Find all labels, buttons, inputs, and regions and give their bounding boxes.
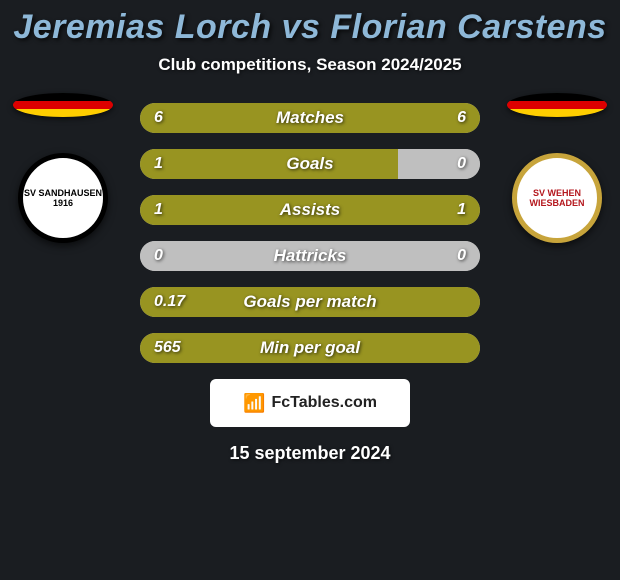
stat-label: Hattricks [274,246,347,266]
stat-value-right: 6 [457,109,466,127]
club-crest-left: SV SANDHAUSEN 1916 [18,153,108,243]
club-crest-right: SV WEHEN WIESBADEN [512,153,602,243]
comparison-title: Jeremias Lorch vs Florian Carstens [0,8,620,47]
club-crest-left-label: SV SANDHAUSEN 1916 [23,188,103,208]
stat-value-left: 0.17 [154,293,185,311]
stat-bars: 6 Matches 6 1 Goals 0 1 Assists 1 0 Hattricks 0 0.17… [140,103,480,363]
stat-value-left: 1 [154,201,163,219]
stat-row: 1 Assists 1 [140,195,480,225]
player-left-column: SV SANDHAUSEN 1916 [8,93,118,243]
stat-label: Goals [286,154,333,174]
stat-value-right: 0 [457,155,466,173]
stat-value-right: 0 [457,247,466,265]
stats-zone: SV SANDHAUSEN 1916 SV WEHEN WIESBADEN 6 M… [0,103,620,363]
snapshot-date: 15 september 2024 [0,443,620,464]
stat-value-right: 1 [457,201,466,219]
comparison-subtitle: Club competitions, Season 2024/2025 [0,55,620,75]
germany-flag-icon [507,93,607,117]
brand-text: FcTables.com [271,394,377,412]
stat-label: Matches [276,108,344,128]
brand-badge: 📶 FcTables.com [210,379,410,427]
stat-value-left: 0 [154,247,163,265]
player-right-column: SV WEHEN WIESBADEN [502,93,612,243]
stat-row: 565 Min per goal [140,333,480,363]
stat-row: 0.17 Goals per match [140,287,480,317]
stat-label: Goals per match [243,292,376,312]
stat-row: 1 Goals 0 [140,149,480,179]
stat-value-left: 565 [154,339,181,357]
stat-row: 0 Hattricks 0 [140,241,480,271]
club-crest-right-label: SV WEHEN WIESBADEN [517,188,597,208]
bar-chart-icon: 📶 [243,394,265,412]
stat-value-left: 1 [154,155,163,173]
stat-row: 6 Matches 6 [140,103,480,133]
stat-label: Min per goal [260,338,360,358]
stat-label: Assists [280,200,340,220]
germany-flag-icon [13,93,113,117]
stat-value-left: 6 [154,109,163,127]
infographic-root: Jeremias Lorch vs Florian Carstens Club … [0,0,620,464]
